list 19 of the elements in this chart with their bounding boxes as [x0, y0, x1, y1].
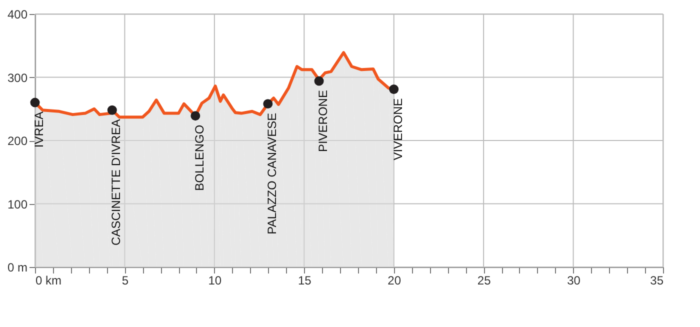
annotation: BOLLENGO	[192, 124, 206, 191]
y-tick-label: 400	[7, 8, 28, 22]
x-tick-label: 10	[208, 274, 222, 288]
x-tick-label: 20	[388, 274, 402, 288]
annotation: IVREA	[32, 112, 46, 148]
x-tick-label: 25	[477, 274, 492, 288]
y-tick-label: 100	[7, 197, 28, 212]
x-tick-label: 5	[122, 274, 129, 288]
y-tick-label: 0 m	[7, 260, 28, 274]
y-tick-label: 200	[7, 134, 28, 148]
x-tick-label: 0 km	[36, 274, 62, 288]
annotation: PIVERONE	[316, 90, 330, 152]
x-tick-label: 15	[298, 274, 312, 288]
annotation: CASCINETTE D'IVREA	[109, 119, 124, 246]
y-tick-label: 300	[7, 70, 28, 85]
x-tick-label: 35	[650, 274, 664, 288]
annotation: VIVERONE	[390, 98, 405, 160]
x-tick-label: 30	[567, 274, 581, 288]
annotation: PALAZZO CANAVESE	[264, 112, 279, 234]
